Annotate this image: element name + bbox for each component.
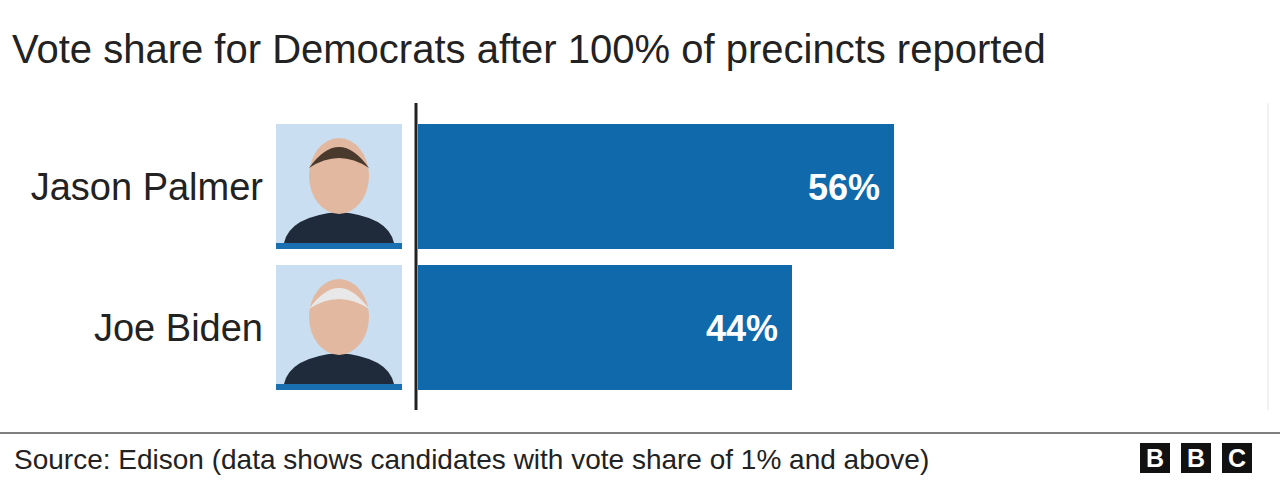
photo-hair (309, 288, 369, 309)
data-label: 56% (808, 167, 880, 208)
logo-letter: C (1228, 444, 1246, 472)
photo-head (309, 279, 369, 355)
title: Vote share for Democrats after 100% of p… (12, 27, 1046, 71)
logo-box (1140, 443, 1170, 473)
photo-hair (309, 147, 369, 168)
logo-letter: B (1146, 444, 1164, 472)
category-label: Jason Palmer (31, 166, 264, 208)
chart: Vote share for Democrats after 100% of p… (0, 0, 1280, 480)
photo-bg (276, 124, 402, 249)
footer-rule (0, 432, 1280, 434)
axis-line (415, 103, 418, 410)
source: Source: Edison (data shows candidates wi… (14, 444, 929, 475)
photo-bg (276, 265, 402, 390)
labels: Jason Palmer 56% Joe Biden 44% (31, 124, 880, 390)
photo-body (284, 212, 394, 243)
logo: BBC (1140, 443, 1252, 473)
photo-body (284, 353, 394, 384)
photo-strip (276, 243, 402, 249)
data-label: 44% (706, 308, 778, 349)
category-label: Joe Biden (94, 307, 263, 349)
logo-letter: B (1187, 444, 1205, 472)
photo (276, 124, 402, 249)
photo-strip (276, 384, 402, 390)
bars (418, 124, 894, 390)
logo-box (1181, 443, 1211, 473)
range-end-line (1268, 103, 1269, 410)
logo-box (1222, 443, 1252, 473)
bar (418, 265, 792, 390)
photo (276, 265, 402, 390)
bar (418, 124, 894, 249)
photo-head (309, 138, 369, 214)
